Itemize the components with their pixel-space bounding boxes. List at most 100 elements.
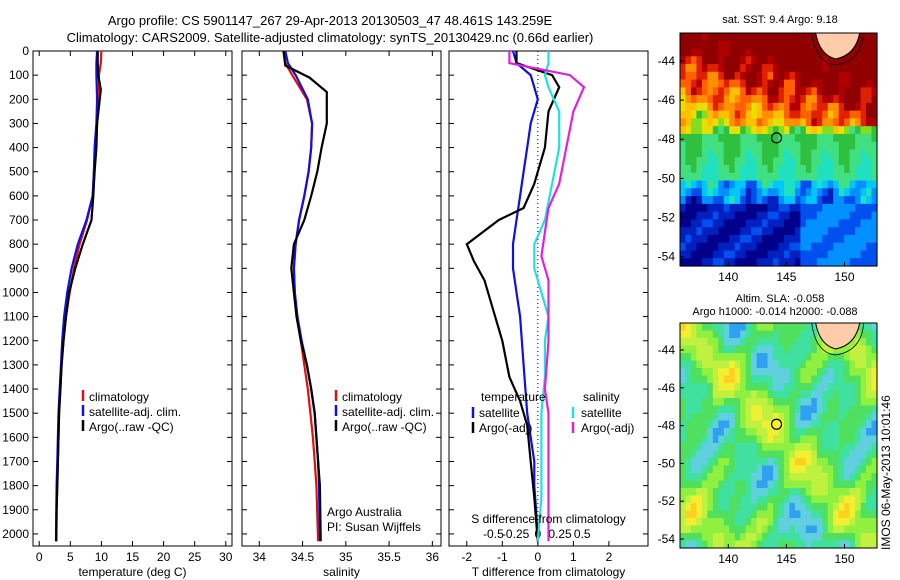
map-cell-sla [844,383,851,392]
map-cell-sla [811,450,818,459]
map-cell-sla [762,443,769,452]
map-cell-sst [778,141,785,151]
map-cell-sla [816,353,823,362]
map-cell-sst [734,64,741,73]
map-cell-sla [685,405,692,414]
map-cell-sst [855,141,862,151]
map-cell-sst [838,180,845,189]
map-cell-sla [712,488,719,497]
map-cell-sst [729,234,736,244]
map-cell-sst [778,219,785,228]
map-cell-sla [866,540,873,549]
map-cell-sla [833,368,840,377]
map-cell-sst [740,141,747,151]
map-cell-sst [794,79,801,88]
map-cell-sla [822,480,829,489]
map-cell-sla [816,540,823,549]
map-cell-sla [734,495,741,504]
map-cell-sla [734,360,741,369]
map-cell-sla [855,495,862,504]
map-cell-sst [767,40,774,50]
map-cell-sla [805,368,812,377]
map-cell-sst [778,172,785,182]
map-cell-sst [833,79,840,88]
map-cell-sla [838,495,845,504]
map-cell-sla [838,480,845,489]
map-cell-sla [751,458,758,467]
x-tick-label-salinity: 34 [253,550,267,564]
map-cell-sla [685,533,692,542]
map-cell-sst [816,219,823,228]
map-cell-sst [849,172,856,182]
map-cell-sla [855,428,862,437]
map-cell-sla [762,488,769,497]
map-cell-sla [762,338,769,347]
chart-title-line1: Argo profile: CS 5901147_267 29-Apr-2013… [107,13,553,28]
map-cell-sla [816,420,823,429]
map-cell-sst [789,211,796,220]
map-cell-sst [805,87,812,96]
map-cell-sla [740,353,747,362]
map-cell-sla [833,473,840,482]
map-cell-sst [696,102,703,112]
map-cell-sla [794,533,801,542]
map-cell-sst [838,141,845,151]
map-cell-sst [838,258,845,267]
map-cell-sst [811,219,818,228]
map-cell-sla [811,368,818,377]
map-cell-sla [871,435,878,444]
map-cell-sst [723,126,730,135]
map-cell-sst [751,250,758,259]
map-cell-sst [690,172,698,182]
map-cell-sst [822,234,829,244]
map-cell-sla [690,465,698,474]
map-cell-sst [762,165,769,174]
map-cell-sst [860,79,867,88]
map-cell-sst [685,141,692,151]
map-cell-sla [822,398,829,407]
map-cell-sla [773,465,780,474]
map-cell-sla [756,465,763,474]
map-cell-sla [800,458,807,467]
map-cell-sst [800,126,807,135]
map-cell-sst [816,110,823,120]
map-cell-sst [707,165,714,174]
map-cell-sla [822,533,829,542]
map-cell-sst [723,188,730,197]
map-cell-sst [696,196,703,205]
map-cell-sla [723,540,730,549]
map-cell-sst [680,165,687,174]
map-cell-sla [701,525,708,534]
map-cell-sst [789,48,796,57]
map-cell-sla [811,323,818,332]
map-cell-sla [680,413,687,422]
map-cell-sst [805,242,812,252]
map-cell-sst [729,126,736,135]
map-cell-sla [789,480,796,489]
map-cell-sst [729,141,736,151]
map-cell-sst [729,211,736,220]
map-cell-sla [860,330,867,339]
map-cell-sst [811,149,818,158]
map-cell-sst [734,227,741,236]
map-cell-sst [729,149,736,158]
map-cell-sla [800,495,807,504]
map-cell-sst [751,227,758,236]
map-cell-sst [680,118,687,127]
map-cell-sla [789,495,796,504]
map-cell-sst [723,133,730,143]
map-cell-sla [800,330,807,339]
map-cell-sst [680,234,687,244]
map-cell-sst [871,180,878,189]
map-cell-sla [701,458,708,467]
map-cell-sla [844,510,851,519]
map-cell-sst [794,219,801,228]
map-cell-sst [805,227,812,236]
map-cell-sla [811,353,818,362]
map-cell-sla [822,435,829,444]
map-cell-sla [794,510,801,519]
map-cell-sla [696,368,703,377]
map-cell-sst [723,64,730,73]
map-cell-sst [789,165,796,174]
map-cell-sla [773,495,780,504]
